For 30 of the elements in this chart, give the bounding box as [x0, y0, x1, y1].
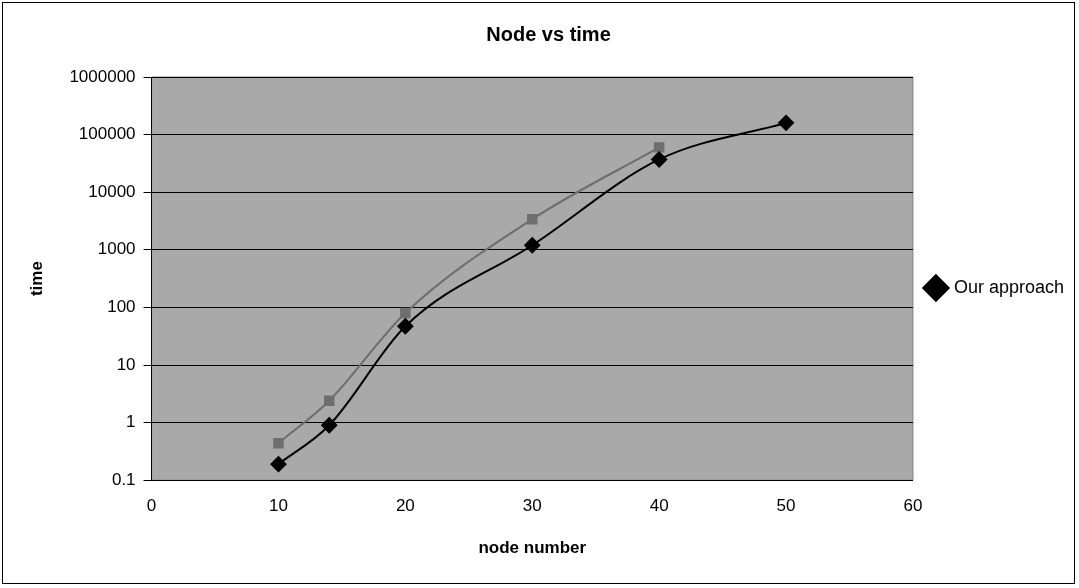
legend-label: Our approach	[953, 276, 1065, 297]
y-tick-label: 0.1	[111, 469, 136, 489]
point	[524, 237, 541, 254]
y-tick-label: 1000	[97, 239, 136, 259]
chart-title: Node vs time	[486, 22, 611, 45]
y-tick-label: 1	[126, 412, 136, 432]
point	[778, 114, 795, 131]
y-axis-title: time	[26, 261, 46, 297]
x-tick-label: 20	[395, 496, 415, 516]
x-tick-label: 10	[269, 496, 288, 516]
point	[321, 417, 338, 434]
y-tick-label: 100000	[78, 124, 136, 144]
x-tick-label: 40	[649, 496, 669, 516]
point	[323, 395, 335, 406]
point	[400, 307, 411, 319]
y-tick-label: 100	[107, 297, 136, 317]
point	[273, 437, 284, 449]
point	[653, 142, 665, 153]
point	[270, 456, 287, 473]
x-tick-label: 0	[146, 496, 157, 516]
x-axis-title: node number	[478, 538, 587, 558]
y-tick-label: 10000	[88, 181, 136, 201]
y-tick-label: 1000000	[69, 66, 136, 86]
point	[651, 151, 668, 168]
point	[397, 318, 414, 335]
x-tick-label: 30	[522, 496, 542, 516]
y-tick-label: 10	[116, 354, 136, 374]
point	[527, 213, 538, 225]
x-tick-label: 50	[776, 496, 796, 516]
x-tick-label: 60	[903, 496, 923, 516]
